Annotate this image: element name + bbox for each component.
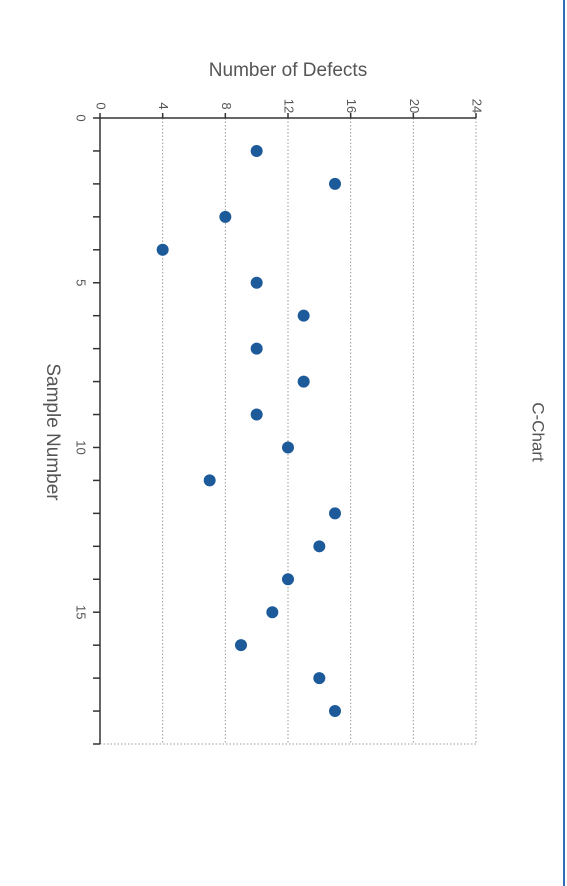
y-tick-label: 5 [74,279,89,286]
data-point-sample-12 [329,507,341,520]
data-point-sample-11 [203,474,216,487]
tick-labels: 0 4 8 12 16 20 24 0 5 10 15 [74,99,485,620]
x-tick-label: 20 [407,99,422,113]
data-point-sample-13 [313,540,326,553]
data-point-sample-8 [297,375,310,388]
data-point-sample-14 [282,573,294,586]
x-tick-label: 0 [94,102,109,109]
data-point-sample-10 [282,441,294,454]
data-point-sample-17 [313,672,326,685]
data-point-sample-18 [329,705,341,718]
y-tick-label: 0 [74,114,89,121]
data-points [156,144,341,718]
x-tick-label: 8 [219,102,234,109]
page-border [563,0,565,886]
chart-title: C-Chart [529,402,548,462]
y-axis-title: Sample Number [42,363,63,501]
x-axis-title: Number of Defects [209,60,367,81]
y-tick-label: 10 [74,440,89,454]
x-tick-label: 16 [344,99,359,113]
x-tick-label: 12 [282,99,297,113]
grid [100,118,477,745]
x-tick-label: 24 [470,99,485,113]
axes [93,113,477,745]
data-point-sample-3 [219,210,232,223]
y-tick-label: 15 [74,605,89,619]
data-point-sample-9 [250,408,263,421]
x-tick-label: 4 [156,102,171,109]
data-point-sample-6 [297,309,310,322]
data-point-sample-7 [250,342,263,355]
data-point-sample-1 [250,144,263,157]
data-point-sample-15 [266,606,279,619]
data-point-sample-4 [156,243,169,256]
data-point-sample-5 [250,276,263,289]
data-point-sample-16 [235,639,247,652]
data-point-sample-2 [329,177,341,190]
